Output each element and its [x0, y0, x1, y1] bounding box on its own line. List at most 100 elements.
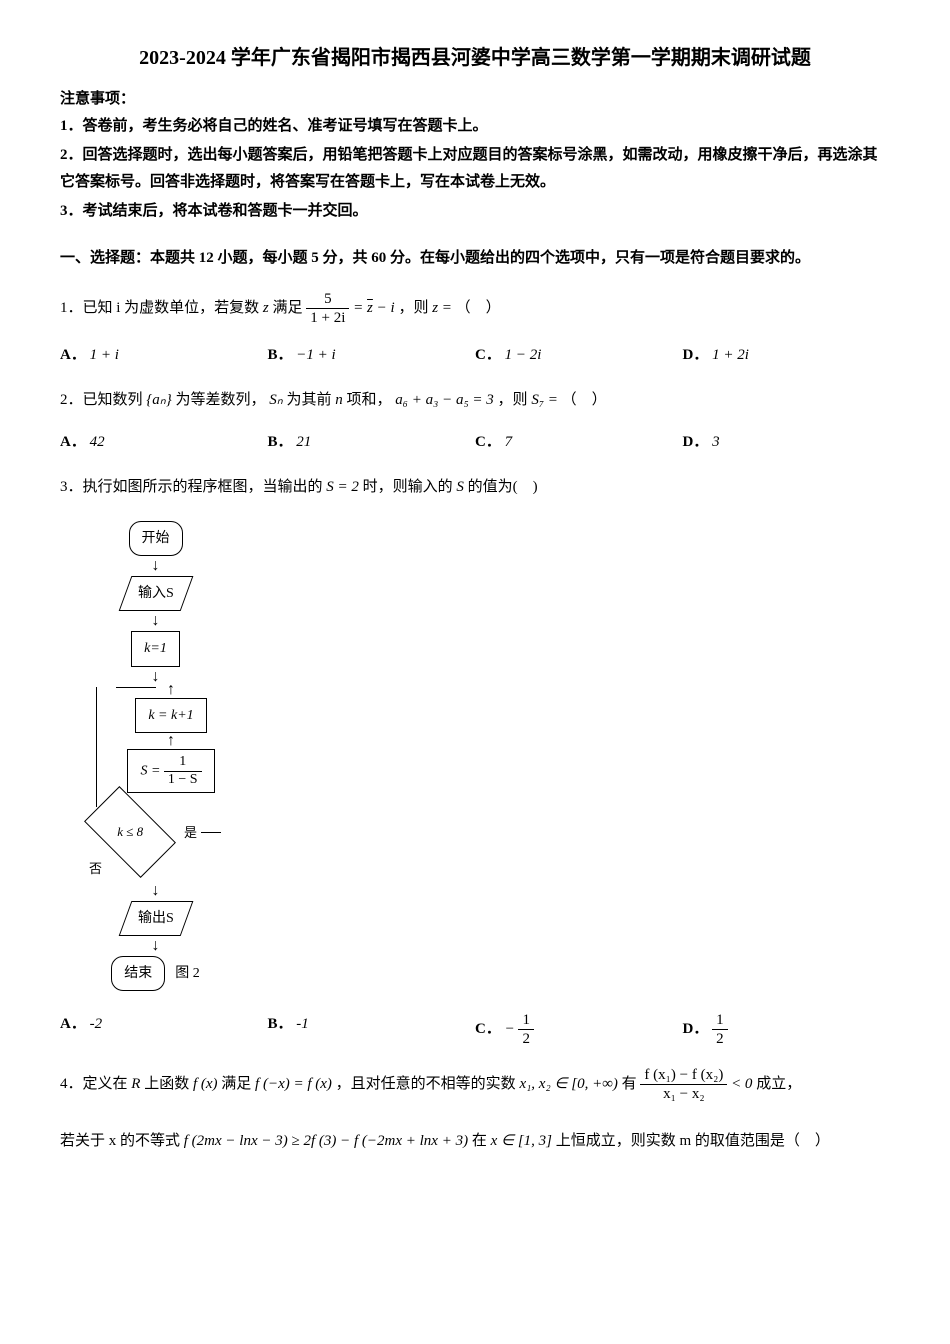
q1-opt-d-val: 1 + 2i	[712, 347, 749, 363]
figure-label: 图 2	[175, 961, 200, 986]
q1-frac-num: 5	[306, 290, 349, 309]
flow-calc-den: 1 − S	[164, 772, 202, 789]
q1-opt-a-val: 1 + i	[90, 347, 119, 363]
q3-options: A． -2 B． -1 C． − 1 2 D． 1 2	[60, 1011, 890, 1048]
q4-prefix: 4．定义在	[60, 1076, 128, 1092]
opt-label-a: A．	[60, 434, 86, 450]
q2-seq: {aₙ}	[146, 392, 171, 408]
flow-calc: S = 1 1 − S	[127, 749, 214, 794]
flow-init: k=1	[131, 631, 180, 666]
q4-mid1: 上函数	[144, 1076, 189, 1092]
q3-mid: 时，则输入的	[363, 479, 453, 495]
q4-fx: f (x)	[193, 1076, 218, 1092]
flow-inc-text: k = k+1	[148, 708, 193, 723]
q1-suffix: ，则	[398, 300, 428, 316]
opt-label-c: C．	[475, 347, 501, 363]
q4-even: f (−x) = f (x)	[255, 1076, 332, 1092]
q4-ineq: f (2mx − lnx − 3) ≥ 2f (3) − f (−2mx + l…	[184, 1133, 468, 1149]
flow-no-label: 否	[85, 857, 106, 880]
opt-label-d: D．	[683, 434, 709, 450]
opt-label-c: C．	[475, 434, 501, 450]
flow-input-text: 输入S	[138, 581, 174, 606]
opt-label-c: C．	[475, 1021, 501, 1037]
q3-opt-d-num: 1	[712, 1011, 728, 1030]
flow-calc-frac: 1 1 − S	[164, 754, 202, 789]
flowchart: 开始 ↓ 输入S ↓ k=1 ↓ ↑ k = k+1 ↑ S =	[90, 521, 890, 991]
opt-label-b: B．	[268, 434, 293, 450]
opt-label-a: A．	[60, 347, 86, 363]
q2-opt-a-val: 42	[90, 434, 105, 450]
opt-label-b: B．	[268, 347, 293, 363]
arrow-down-icon: ↓	[152, 558, 160, 574]
q3-suffix: 的值为( )	[468, 479, 538, 495]
question-3: 3．执行如图所示的程序框图，当输出的 S = 2 时，则输入的 S 的值为( )	[60, 474, 890, 501]
q1-zbar: z	[367, 300, 373, 316]
question-4: 4．定义在 R 上函数 f (x) 满足 f (−x) = f (x) ，且对任…	[60, 1066, 890, 1103]
q2-mid1: 为等差数列，	[176, 392, 266, 408]
q1-eq: =	[353, 300, 367, 316]
q3-opt-c-num: 1	[518, 1011, 534, 1030]
q3-option-d: D． 1 2	[683, 1011, 891, 1048]
arrow-down-icon: ↓	[152, 883, 160, 899]
flow-input: 输入S	[118, 576, 193, 611]
q4-frac-den: x₁ − x₂	[640, 1085, 727, 1103]
q2-mid3: 项和，	[347, 392, 392, 408]
question-2: 2．已知数列 {aₙ} 为等差数列， Sₙ 为其前 n 项和， a₆ + a₃ …	[60, 387, 890, 414]
q3-opt-a-val: -2	[90, 1016, 103, 1032]
flow-calc-num: 1	[164, 754, 202, 772]
q4-frac-num: f (x₁) − f (x₂)	[640, 1066, 727, 1085]
arrow-up-icon: ↑	[167, 733, 175, 749]
q2-opt-c-val: 7	[505, 434, 513, 450]
flow-calc-left: S =	[140, 763, 163, 778]
q4-mid6: 在	[472, 1133, 487, 1149]
q4-mid5: 成立，	[756, 1076, 801, 1092]
q2-prefix: 2．已知数列	[60, 392, 143, 408]
question-4-line2: 若关于 x 的不等式 f (2mx − lnx − 3) ≥ 2f (3) − …	[60, 1128, 890, 1155]
arrow-down-icon: ↓	[152, 613, 160, 629]
opt-label-a: A．	[60, 1016, 86, 1032]
q4-mid4: 有	[622, 1076, 637, 1092]
q3-s: S	[456, 479, 464, 495]
opt-label-d: D．	[683, 347, 709, 363]
q3-opt-d-frac: 1 2	[712, 1011, 728, 1048]
q1-option-a: A． 1 + i	[60, 342, 268, 369]
q3-prefix: 3．执行如图所示的程序框图，当输出的	[60, 479, 323, 495]
opt-label-d: D．	[683, 1021, 709, 1037]
q1-prefix: 1．已知 i 为虚数单位，若复数	[60, 300, 259, 316]
q3-opt-c-sign: −	[505, 1021, 515, 1037]
q4-R: R	[131, 1076, 140, 1092]
q1-opt-b-val: −1 + i	[296, 347, 335, 363]
q4-frac: f (x₁) − f (x₂) x₁ − x₂	[640, 1066, 727, 1103]
flow-inc: k = k+1	[135, 698, 206, 733]
q2-sn: Sₙ	[269, 392, 282, 408]
q3-opt-b-val: -1	[296, 1016, 309, 1032]
q1-frac: 5 1 + 2i	[306, 290, 349, 327]
q2-option-a: A． 42	[60, 429, 268, 456]
flow-init-text: k=1	[144, 641, 167, 656]
q3-seq: S = 2	[326, 479, 359, 495]
q3-option-c: C． − 1 2	[475, 1011, 683, 1048]
q4-domain: x₁, x₂ ∈ [0, +∞)	[519, 1076, 617, 1092]
q1-mid1: 满足	[273, 300, 303, 316]
arrow-down-icon: ↓	[152, 938, 160, 954]
q2-paren: （ ）	[562, 392, 607, 408]
q1-option-c: C． 1 − 2i	[475, 342, 683, 369]
q1-opt-c-val: 1 − 2i	[505, 347, 542, 363]
q3-option-a: A． -2	[60, 1011, 268, 1048]
q1-options: A． 1 + i B． −1 + i C． 1 − 2i D． 1 + 2i	[60, 342, 890, 369]
q4-line2-prefix: 若关于 x 的不等式	[60, 1133, 180, 1149]
q4-mid3: ，且对任意的不相等的实数	[336, 1076, 516, 1092]
opt-label-b: B．	[268, 1016, 293, 1032]
flow-end: 结束	[111, 956, 165, 991]
question-1: 1．已知 i 为虚数单位，若复数 z 满足 5 1 + 2i = z − i ，…	[60, 290, 890, 327]
q2-options: A． 42 B． 21 C． 7 D． 3	[60, 429, 890, 456]
flow-output-text: 输出S	[138, 906, 174, 931]
q4-lt: < 0	[731, 1076, 752, 1092]
q1-paren: （ ）	[456, 300, 501, 316]
section-1-header: 一、选择题：本题共 12 小题，每小题 5 分，共 60 分。在每小题给出的四个…	[60, 245, 890, 272]
flow-cond-text: k ≤ 8	[117, 821, 143, 844]
q2-mid4: ，则	[498, 392, 528, 408]
q3-opt-c-den: 2	[518, 1030, 534, 1048]
flow-yes-label: 是	[180, 821, 201, 844]
q1-z: z	[263, 300, 269, 316]
